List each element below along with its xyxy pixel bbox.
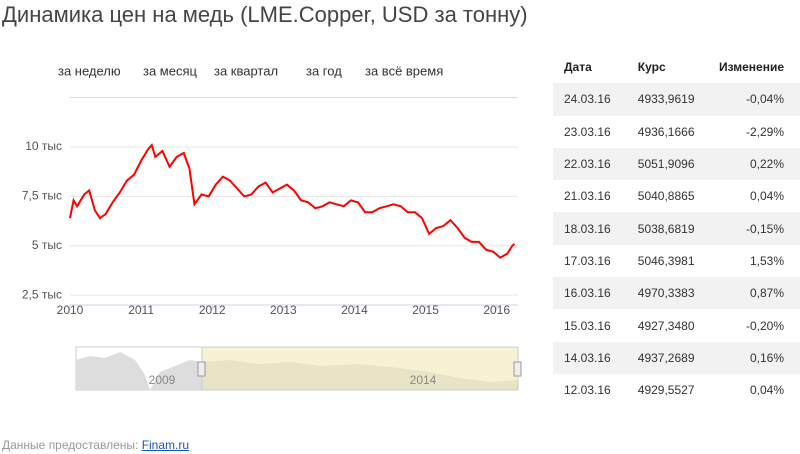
x-tick-label: 2016 [483,303,510,317]
change-cell: 0,04% [749,383,784,398]
x-tick-label: 2014 [341,303,368,317]
rates-table: Дата Курс Изменение 24.03.16 4933,9619 -0,04%… [553,51,800,406]
navigator-area [76,352,150,390]
rate-cell: 5051,9096 [637,147,715,181]
column-header: Дата [564,60,592,75]
date-cell: 17.03.16 [564,253,611,268]
change-cell: 1,53% [749,253,784,268]
date-cell: 22.03.16 [553,147,638,181]
date-cell: 12.03.16 [564,383,611,398]
date-cell: 14.03.16 [553,341,638,374]
y-tick-label: 10 тыс [25,139,62,153]
table-row: 15.03.16 4927,3480 -0,20%↓ [553,309,800,341]
direction-cell: ↑ [784,374,800,406]
rate-cell: 4937,2689 [637,341,715,374]
table-row: 21.03.16 5040,8865 0,04%↑ [553,180,800,212]
direction-cell: ↑ [784,147,800,181]
column-header [784,51,800,83]
footer-text: Данные предоставлены: [2,438,139,452]
footer-link[interactable]: Finam.ru [141,438,190,452]
range-button[interactable]: за квартал [214,63,278,78]
change-cell: 0,22% [714,147,784,181]
rate-cell: 5040,8865 [637,189,695,204]
date-cell: 18.03.16 [553,212,638,245]
y-tick-label: 5 тыс [32,238,62,252]
direction-cell: ↑ [784,245,800,277]
chart: 2009 2014 за неделю за месяц за квартал за … [22,63,522,391]
table-row: 23.03.16 4936,1666 -2,29%↓ [553,116,800,148]
rate-cell: 5046,3981 [637,253,695,268]
direction-cell: ↑ [784,180,800,212]
rate-cell: 5038,6819 [637,212,715,245]
rate-cell: 4936,1666 [637,124,695,139]
range-button[interactable]: за год [306,63,342,78]
table-row: 12.03.16 4929,5527 0,04%↑ [553,374,800,406]
x-tick-label: 2012 [199,303,226,317]
date-cell: 21.03.16 [564,189,611,204]
direction-cell: ↑ [784,341,800,374]
rate-cell: 4933,9619 [637,83,715,116]
change-cell: 0,16% [714,341,784,374]
navigator-selection[interactable] [201,346,519,391]
table-header: Дата Курс Изменение [553,51,800,83]
y-tick-label: 7,5 тыс [22,189,62,203]
rate-cell: 4929,5527 [637,383,695,398]
range-button[interactable]: за неделю [58,63,121,78]
x-tick-label: 2011 [128,303,154,317]
date-cell: 24.03.16 [553,83,638,116]
date-cell: 16.03.16 [553,277,638,310]
y-tick-label: 2,5 тыс [22,287,62,301]
rate-cell: 4970,3383 [637,277,715,310]
change-cell: 0,87% [714,277,784,310]
range-button[interactable]: за всё время [365,63,443,78]
change-cell: 0,04% [749,189,784,204]
x-tick-label: 2010 [57,303,84,317]
navigator-label: 2014 [410,373,437,387]
direction-cell: ↓ [784,116,800,148]
column-header: Курс [637,60,666,75]
table-row: 17.03.16 5046,3981 1,53%↑ [553,245,800,277]
change-cell: -0,15% [714,212,784,245]
date-cell: 15.03.16 [564,318,611,333]
change-cell: -0,20% [745,318,784,333]
change-cell: -2,29% [745,124,784,139]
price-line [69,143,516,259]
navigator-label: 2009 [149,373,176,387]
rate-cell: 4927,3480 [637,318,695,333]
column-header: Изменение [718,60,784,75]
change-cell: -0,04% [714,83,784,116]
range-button[interactable]: за месяц [143,63,198,78]
page-title: Динамика цен на медь (LME.Copper, USD за… [2,2,528,27]
x-tick-label: 2013 [270,303,297,317]
navigator-handle[interactable] [513,361,522,377]
direction-cell: ↑ [784,277,800,310]
date-cell: 23.03.16 [564,124,611,139]
x-tick-label: 2015 [412,303,439,317]
footer: Данные предоставлены: Finam.ru [2,438,189,452]
direction-cell: ↓ [784,83,800,116]
navigator-handle[interactable] [197,361,206,377]
direction-cell: ↓ [784,212,800,245]
direction-cell: ↓ [784,309,800,341]
